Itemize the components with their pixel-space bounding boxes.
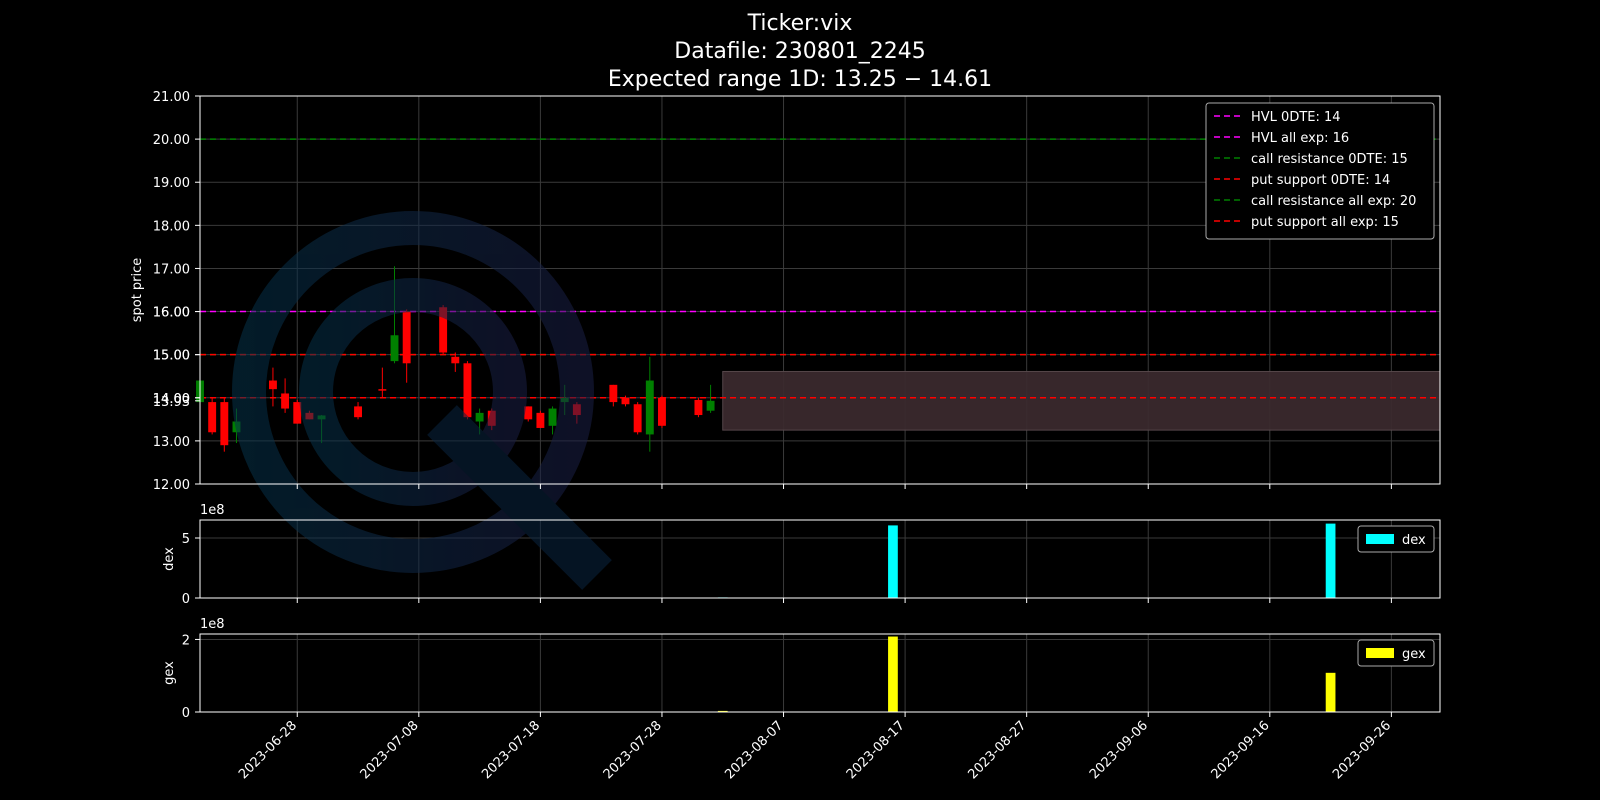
candle-body xyxy=(293,402,302,424)
candle-body xyxy=(439,307,448,353)
candle-body xyxy=(281,393,290,409)
legend-entry: HVL all exp: 16 xyxy=(1251,131,1349,146)
dex-bar xyxy=(888,525,898,598)
gex-axis-label: gex xyxy=(162,661,177,685)
candle-body xyxy=(548,408,557,426)
x-tick-label: 2023-09-26 xyxy=(1330,718,1394,782)
candle-body xyxy=(645,380,654,435)
legend-entry: call resistance all exp: 20 xyxy=(1251,194,1416,209)
levels-legend-box xyxy=(1205,102,1435,240)
candle-body xyxy=(536,412,545,428)
candle-body xyxy=(402,311,411,364)
candle-body xyxy=(208,402,217,433)
title-ticker: Ticker:vix xyxy=(747,11,853,36)
candle-body xyxy=(475,412,484,422)
x-tick-label: 2023-07-28 xyxy=(601,718,665,782)
candle-body xyxy=(658,397,666,426)
y-tick-label: 0 xyxy=(182,706,190,721)
expected-range-box xyxy=(722,370,1441,431)
panel-frame xyxy=(199,519,1441,599)
dex-legend-swatch xyxy=(1366,534,1394,544)
y-extra-tick-label: 13.93 xyxy=(153,395,190,410)
x-tick-label: 2023-07-18 xyxy=(479,718,543,782)
dex-legend-label: dex xyxy=(1402,533,1426,548)
dex-legend-box xyxy=(1357,525,1435,553)
title-expected-range: Expected range 1D: 13.25 − 14.61 xyxy=(607,67,993,92)
y-tick-label: 14.00 xyxy=(153,392,190,407)
x-tick-label: 2023-07-08 xyxy=(358,718,422,782)
candle-body xyxy=(706,400,715,411)
y-tick-label: 16.00 xyxy=(153,306,190,321)
legends-layer: dex gex HVL 0DTE: 14 HVL all exp: 16 call re… xyxy=(1205,102,1435,667)
x-tick-label: 2023-08-27 xyxy=(965,718,1029,782)
candle-body xyxy=(390,335,399,362)
x-tick-label: 2023-08-07 xyxy=(722,718,786,782)
candle-body xyxy=(268,380,277,390)
gex-bar xyxy=(717,710,728,712)
y-extra-tick-label: 16.00 xyxy=(153,306,190,321)
y-tick-label: 13.00 xyxy=(153,435,190,450)
y-tick-label: 2 xyxy=(182,633,190,648)
panel-frame xyxy=(199,633,1441,713)
x-tick-label: 2023-09-06 xyxy=(1087,718,1151,782)
legend-entry: put support 0DTE: 14 xyxy=(1251,173,1390,188)
y-tick-label: 15.00 xyxy=(153,349,190,364)
price-axis-label: spot price xyxy=(130,258,145,323)
y-tick-label: 12.00 xyxy=(153,478,190,493)
candle-body xyxy=(463,363,472,418)
x-tick-label: 2023-06-28 xyxy=(236,718,300,782)
candle-body xyxy=(633,404,642,433)
legend-entry: call resistance 0DTE: 15 xyxy=(1251,152,1408,167)
y-tick-label: 19.00 xyxy=(153,176,190,191)
dex-bar xyxy=(1325,523,1336,598)
gex-legend-swatch xyxy=(1366,648,1394,658)
y-extra-tick-label: 14.00 xyxy=(153,392,190,407)
gex-legend-label: gex xyxy=(1402,647,1426,662)
dex-axis-label: dex xyxy=(162,547,177,571)
gex-bar xyxy=(888,636,898,712)
y-extra-tick-label: 15.00 xyxy=(153,349,190,364)
magnifier-q-logo-icon xyxy=(232,211,612,590)
chart-title: Ticker:vix Datafile: 230801_2245 Expecte… xyxy=(0,10,1600,94)
candle-body xyxy=(609,384,618,403)
candle-body xyxy=(378,389,387,391)
gex-legend-box xyxy=(1357,639,1435,667)
y-tick-label: 0 xyxy=(182,592,190,607)
candle-body xyxy=(451,356,460,364)
title-datafile: Datafile: 230801_2245 xyxy=(674,39,926,64)
candle-body xyxy=(694,399,703,416)
y-tick-label: 5 xyxy=(182,532,190,547)
legend-entry: put support all exp: 15 xyxy=(1251,215,1399,230)
gex-bar xyxy=(1325,672,1336,712)
expected-range-layer xyxy=(722,370,1441,431)
axis-multiplier: 1e8 xyxy=(200,617,225,632)
x-tick-label: 2023-08-17 xyxy=(844,718,908,782)
y-tick-label: 17.00 xyxy=(153,262,190,277)
candle-body xyxy=(354,406,362,418)
panel-frame xyxy=(199,95,1441,485)
candle-body xyxy=(220,402,229,446)
y-tick-label: 20.00 xyxy=(153,133,190,148)
legend-entry: HVL 0DTE: 14 xyxy=(1251,110,1341,125)
axis-multiplier: 1e8 xyxy=(200,503,225,518)
y-tick-label: 18.00 xyxy=(153,219,190,234)
x-tick-label: 2023-09-16 xyxy=(1209,718,1273,782)
candle-body xyxy=(621,397,630,405)
candle-body xyxy=(524,406,533,420)
y-tick-label: 21.00 xyxy=(153,90,190,105)
